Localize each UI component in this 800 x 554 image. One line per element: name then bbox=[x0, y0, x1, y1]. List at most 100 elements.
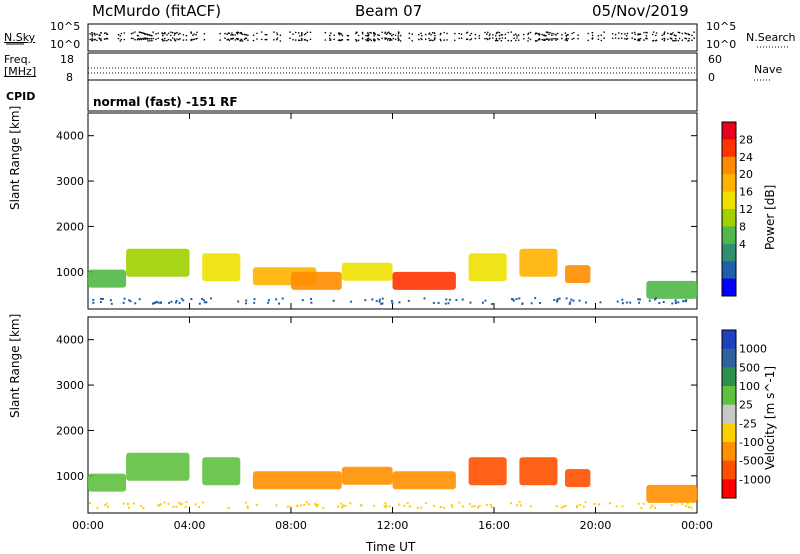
scatter-pixel bbox=[142, 506, 145, 509]
colorbar-segment bbox=[722, 243, 736, 262]
noise-search-point bbox=[137, 37, 139, 40]
noise-sky-point bbox=[333, 34, 336, 37]
noise-sky-point bbox=[176, 31, 178, 34]
noise-search-point bbox=[166, 39, 168, 42]
noise-search-point bbox=[517, 39, 520, 41]
noise-sky-point bbox=[306, 31, 309, 34]
noise-search-point bbox=[192, 38, 194, 41]
scatter-pixel bbox=[300, 504, 303, 507]
scatter-pixel bbox=[158, 504, 161, 507]
noise-sky-point bbox=[195, 33, 197, 36]
noise-search-point bbox=[637, 39, 639, 42]
scatter-pixel bbox=[201, 297, 204, 300]
scatter-pixel bbox=[599, 301, 602, 304]
scatter-pixel bbox=[686, 502, 689, 505]
scatter-pixel bbox=[420, 506, 423, 509]
noise-search-point bbox=[232, 37, 234, 40]
colorbar-segment bbox=[722, 278, 736, 297]
scatter-pixel bbox=[685, 299, 688, 302]
scatter-pixel bbox=[515, 298, 518, 300]
echo-band bbox=[565, 265, 591, 284]
noise-sky-point bbox=[681, 32, 684, 35]
scatter-pixel bbox=[92, 301, 95, 304]
noise-search-point bbox=[638, 39, 641, 42]
scatter-pixel bbox=[433, 505, 436, 507]
noise-sky-point bbox=[667, 32, 669, 35]
echo-band bbox=[341, 466, 393, 485]
scatter-pixel bbox=[458, 501, 461, 504]
scatter-pixel bbox=[443, 506, 446, 509]
scatter-pixel bbox=[637, 298, 640, 301]
scatter-pixel bbox=[89, 502, 92, 504]
cpid-label: CPID bbox=[6, 90, 36, 103]
noise-search-point bbox=[564, 39, 567, 41]
noise-search-point bbox=[157, 37, 159, 40]
noise-search-point bbox=[667, 38, 669, 41]
noise-sky-point bbox=[260, 31, 263, 33]
noise-search-point bbox=[292, 38, 294, 41]
scatter-pixel bbox=[371, 298, 374, 301]
noise-sky-point bbox=[381, 31, 384, 34]
noise-sky-point bbox=[677, 31, 680, 34]
scatter-pixel bbox=[639, 298, 641, 301]
noise-search-point bbox=[684, 37, 686, 39]
noise-search-point bbox=[523, 38, 525, 40]
freq-left-tick-top: 18 bbox=[60, 53, 74, 66]
scatter-pixel bbox=[341, 506, 343, 509]
scatter-pixel bbox=[556, 300, 558, 303]
noise-sky-point bbox=[355, 31, 358, 34]
noise-sky-point bbox=[638, 33, 641, 35]
noise-search-point bbox=[652, 39, 655, 42]
colorbar-tick-label: 24 bbox=[739, 151, 753, 164]
noise-search-point bbox=[394, 38, 397, 41]
noise-search-point bbox=[546, 38, 549, 40]
noise-search-point bbox=[227, 38, 230, 40]
noise-search-point bbox=[577, 37, 579, 40]
noise-sky-point bbox=[170, 34, 172, 37]
noise-sky-point bbox=[663, 31, 666, 33]
noise-search-point bbox=[366, 37, 369, 40]
scatter-pixel bbox=[450, 504, 453, 506]
scatter-pixel bbox=[408, 505, 411, 508]
scatter-pixel bbox=[316, 503, 319, 506]
scatter-pixel bbox=[564, 504, 567, 507]
y-tick-label: 3000 bbox=[56, 379, 84, 392]
scatter-pixel bbox=[179, 503, 182, 506]
noise-sky-point bbox=[196, 31, 198, 34]
scatter-pixel bbox=[675, 302, 677, 305]
noise-search-point bbox=[176, 38, 178, 40]
scatter-pixel bbox=[99, 301, 102, 303]
noise-search-point bbox=[565, 37, 568, 40]
noise-sky-point bbox=[264, 33, 267, 36]
noise-sky-point bbox=[495, 32, 498, 35]
noise-search-point bbox=[614, 37, 617, 39]
noise-search-point bbox=[515, 39, 517, 42]
echo-band bbox=[392, 471, 456, 490]
noise-sky-point bbox=[151, 34, 153, 37]
scatter-pixel bbox=[286, 505, 289, 508]
scatter-pixel bbox=[381, 302, 384, 305]
noise-search-point bbox=[541, 38, 543, 41]
scatter-pixel bbox=[227, 507, 230, 509]
noise-sky-point bbox=[470, 32, 473, 35]
noise-sky-point bbox=[624, 33, 626, 35]
noise-search-point bbox=[260, 38, 263, 41]
noise-sky-point bbox=[241, 33, 244, 36]
scatter-pixel bbox=[184, 506, 187, 509]
noise-sky-point bbox=[164, 31, 166, 34]
noise-sky-point bbox=[399, 34, 402, 37]
noise-sky-point bbox=[626, 32, 629, 35]
noise-sky-point bbox=[149, 34, 151, 36]
scatter-pixel bbox=[462, 505, 465, 508]
noise-search-point bbox=[170, 39, 172, 41]
noise-sky-point bbox=[591, 34, 594, 37]
scatter-pixel bbox=[178, 301, 181, 304]
noise-sky-point bbox=[564, 32, 567, 34]
noise-sky-point bbox=[236, 33, 239, 35]
scatter-pixel bbox=[616, 300, 619, 303]
scatter-pixel bbox=[102, 298, 104, 300]
scatter-pixel bbox=[576, 506, 578, 509]
scatter-pixel bbox=[205, 301, 208, 304]
noise-search-point bbox=[241, 40, 244, 42]
colorbar-segment bbox=[722, 156, 736, 175]
